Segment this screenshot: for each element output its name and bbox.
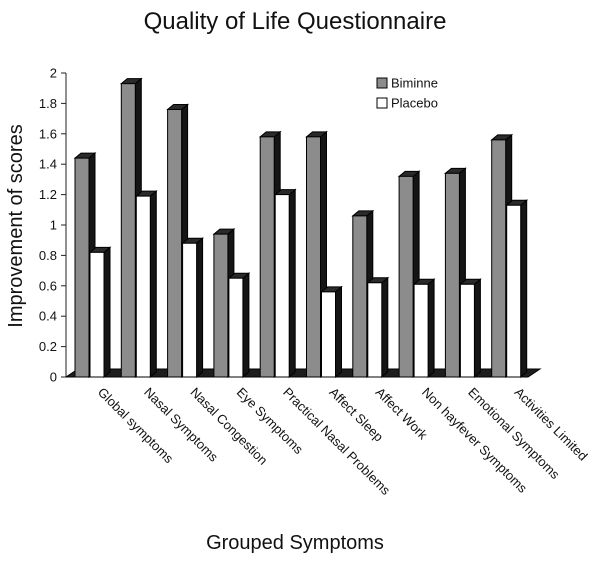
bar-placebo <box>459 278 482 379</box>
y-tick-label: 1.4 <box>39 157 57 172</box>
bar-placebo-front <box>274 194 290 378</box>
bar-placebo <box>273 188 297 379</box>
bar-placebo-side <box>149 190 157 379</box>
bar-placebo <box>366 276 390 379</box>
x-axis-label: Grouped Symptoms <box>206 532 384 554</box>
bar-placebo-side <box>288 188 296 379</box>
y-tick-label: 2 <box>50 66 57 81</box>
chart-title: Quality of Life Questionnaire <box>144 8 447 35</box>
bar-biminne-front <box>120 83 136 378</box>
bar-placebo <box>412 278 436 379</box>
bar-placebo-side <box>520 199 528 379</box>
bar-placebo-front <box>459 283 475 378</box>
bar-placebo-front <box>135 195 151 378</box>
bar-placebo-front <box>182 242 198 378</box>
bar-biminne-front <box>444 172 460 378</box>
bar-placebo-side <box>427 278 435 379</box>
bar-placebo-front <box>321 291 336 378</box>
bar-biminne-front <box>259 136 275 378</box>
bar-placebo-front <box>506 204 522 378</box>
legend-swatch <box>376 97 388 109</box>
bar-placebo-front <box>367 282 383 378</box>
y-axis-label: Improvement of scores <box>5 124 27 327</box>
y-tick-label: 0.8 <box>39 248 57 263</box>
legend: Biminne Placebo <box>376 76 438 111</box>
bar-biminne-front <box>398 175 414 378</box>
bar-placebo-front <box>228 277 244 378</box>
bar-placebo-side <box>381 276 389 379</box>
legend-label: Biminne <box>391 76 438 91</box>
bar-placebo <box>181 237 204 379</box>
y-tick-label: 1.6 <box>39 126 57 141</box>
bar-biminne-front <box>213 233 229 378</box>
category-label: Emotional Symptoms <box>465 385 563 483</box>
y-tick-label: 1.2 <box>39 187 57 202</box>
bar-placebo-front <box>89 251 105 378</box>
y-tick-label: 0.6 <box>39 278 57 293</box>
bar-biminne-front <box>491 139 507 378</box>
y-tick-label: 0.2 <box>39 339 57 354</box>
bar-placebo-side <box>242 272 250 379</box>
legend-label: Placebo <box>391 96 438 111</box>
bar-placebo-side <box>196 237 204 379</box>
bar-biminne-front <box>352 215 368 378</box>
bar-placebo-side <box>103 246 111 379</box>
y-tick-label: 1.8 <box>39 96 57 111</box>
bar-placebo <box>320 285 343 379</box>
bar-biminne-front <box>167 108 183 378</box>
bars <box>73 77 529 379</box>
bar-placebo-side <box>473 278 481 379</box>
y-tick-label: 0 <box>50 370 57 385</box>
y-tick-label: 0.4 <box>39 309 57 324</box>
bar-biminne-front <box>306 136 321 378</box>
bar-placebo <box>505 199 529 379</box>
bar-biminne-front <box>74 157 90 378</box>
legend-swatch <box>376 77 388 89</box>
bar-placebo <box>134 190 158 379</box>
bar-placebo-side <box>335 285 342 379</box>
bar-placebo <box>88 246 112 379</box>
y-tick-label: 1 <box>50 218 57 233</box>
bar-placebo <box>227 272 251 379</box>
y-ticks: 0 0.2 0.4 0.6 0.8 1 1.2 1.4 1.6 1.8 2 <box>39 66 66 385</box>
bar-placebo-front <box>413 283 429 378</box>
